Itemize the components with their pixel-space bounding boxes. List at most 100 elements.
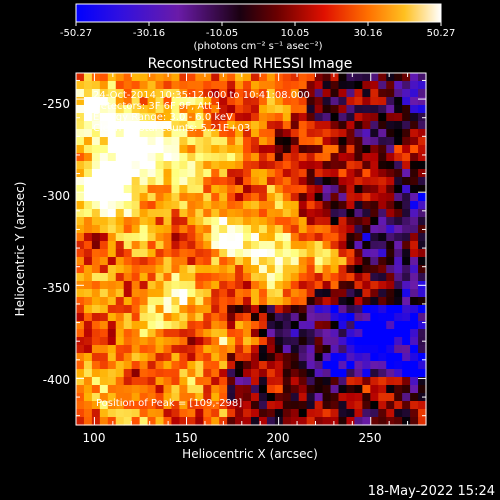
heatmap-cell: [330, 193, 340, 202]
heatmap-cell: [370, 313, 379, 322]
heatmap-cell: [370, 121, 379, 130]
heatmap-cell: [123, 233, 133, 242]
heatmap-cell: [258, 417, 268, 426]
heatmap-cell: [99, 105, 109, 114]
heatmap-cell: [402, 217, 411, 226]
heatmap-cell: [235, 377, 244, 386]
heatmap-cell: [402, 377, 411, 386]
heatmap-cell: [227, 313, 236, 322]
heatmap-cell: [131, 81, 141, 90]
heatmap-cell: [378, 161, 387, 170]
heatmap-cell: [211, 193, 220, 202]
heatmap-cell: [306, 401, 316, 410]
heatmap-cell: [266, 225, 276, 234]
heatmap-cell: [290, 169, 300, 178]
heatmap-cell: [410, 121, 419, 130]
heatmap-cell: [346, 249, 355, 258]
heatmap-cell: [298, 417, 308, 426]
heatmap-cell: [274, 313, 284, 322]
heatmap-cell: [99, 377, 109, 386]
heatmap-cell: [195, 209, 204, 218]
heatmap-cell: [211, 417, 220, 426]
heatmap-cell: [227, 385, 236, 394]
heatmap-cell: [370, 321, 379, 330]
heatmap-cell: [243, 177, 252, 186]
heatmap-cell: [410, 153, 419, 162]
heatmap-cell: [410, 225, 419, 234]
heatmap-cell: [338, 209, 348, 218]
heatmap-cell: [155, 369, 165, 378]
heatmap-cell: [251, 329, 260, 338]
heatmap-cell: [139, 209, 149, 218]
heatmap-cell: [410, 233, 419, 242]
heatmap-cell: [211, 265, 220, 274]
heatmap-cell: [370, 113, 379, 122]
heatmap-cell: [107, 137, 117, 146]
heatmap-cell: [107, 185, 117, 194]
heatmap-cell: [147, 361, 157, 370]
heatmap-cell: [76, 321, 85, 330]
heatmap-cell: [314, 337, 324, 346]
heatmap-cell: [235, 193, 244, 202]
heatmap-cell: [203, 81, 212, 90]
heatmap-cell: [370, 385, 379, 394]
heatmap-cell: [195, 241, 204, 250]
heatmap-cell: [418, 401, 427, 410]
heatmap-cell: [139, 257, 149, 266]
heatmap-cell: [258, 89, 268, 98]
heatmap-cell: [394, 225, 403, 234]
heatmap-cell: [402, 105, 411, 114]
heatmap-cell: [243, 385, 252, 394]
heatmap-cell: [290, 89, 300, 98]
x-axis-label: Heliocentric X (arcsec): [182, 447, 318, 461]
heatmap-cell: [386, 345, 395, 354]
heatmap-cell: [370, 377, 379, 386]
heatmap-cell: [195, 265, 204, 274]
heatmap-cell: [76, 185, 85, 194]
heatmap-cell: [107, 153, 117, 162]
heatmap-cell: [314, 209, 324, 218]
heatmap-cell: [354, 185, 363, 194]
heatmap-cell: [139, 417, 149, 426]
heatmap-cell: [219, 273, 228, 282]
heatmap-cell: [314, 137, 324, 146]
heatmap-cell: [235, 369, 244, 378]
heatmap-cell: [370, 305, 379, 314]
heatmap-cell: [227, 145, 236, 154]
heatmap-cell: [282, 409, 292, 418]
heatmap-cell: [139, 329, 149, 338]
heatmap-cell: [402, 313, 411, 322]
heatmap-cell: [203, 169, 212, 178]
heatmap-cell: [179, 329, 188, 338]
heatmap-cell: [76, 169, 85, 178]
heatmap-cell: [211, 137, 220, 146]
heatmap-cell: [91, 345, 101, 354]
heatmap-cell: [394, 321, 403, 330]
heatmap-cell: [83, 137, 93, 146]
heatmap-cell: [330, 145, 340, 154]
heatmap-cell: [274, 369, 284, 378]
heatmap-cell: [243, 225, 252, 234]
heatmap-cell: [330, 321, 340, 330]
heatmap-cell: [203, 193, 212, 202]
heatmap-cell: [115, 201, 125, 210]
heatmap-cell: [115, 385, 125, 394]
heatmap-cell: [346, 361, 355, 370]
heatmap-cell: [147, 305, 157, 314]
heatmap-cell: [203, 201, 212, 210]
heatmap-cell: [131, 145, 141, 154]
heatmap-cell: [227, 97, 236, 106]
colorbar-tick-5: 50.27: [427, 28, 456, 39]
heatmap-cell: [115, 137, 125, 146]
heatmap-cell: [155, 225, 165, 234]
heatmap-cell: [107, 345, 117, 354]
heatmap-cell: [378, 97, 387, 106]
heatmap-cell: [243, 145, 252, 154]
heatmap-cell: [219, 281, 228, 290]
heatmap-cell: [322, 361, 332, 370]
heatmap-cell: [290, 257, 300, 266]
heatmap-cell: [298, 169, 308, 178]
heatmap-cell: [330, 369, 340, 378]
heatmap-cell: [91, 281, 101, 290]
heatmap-cell: [298, 401, 308, 410]
